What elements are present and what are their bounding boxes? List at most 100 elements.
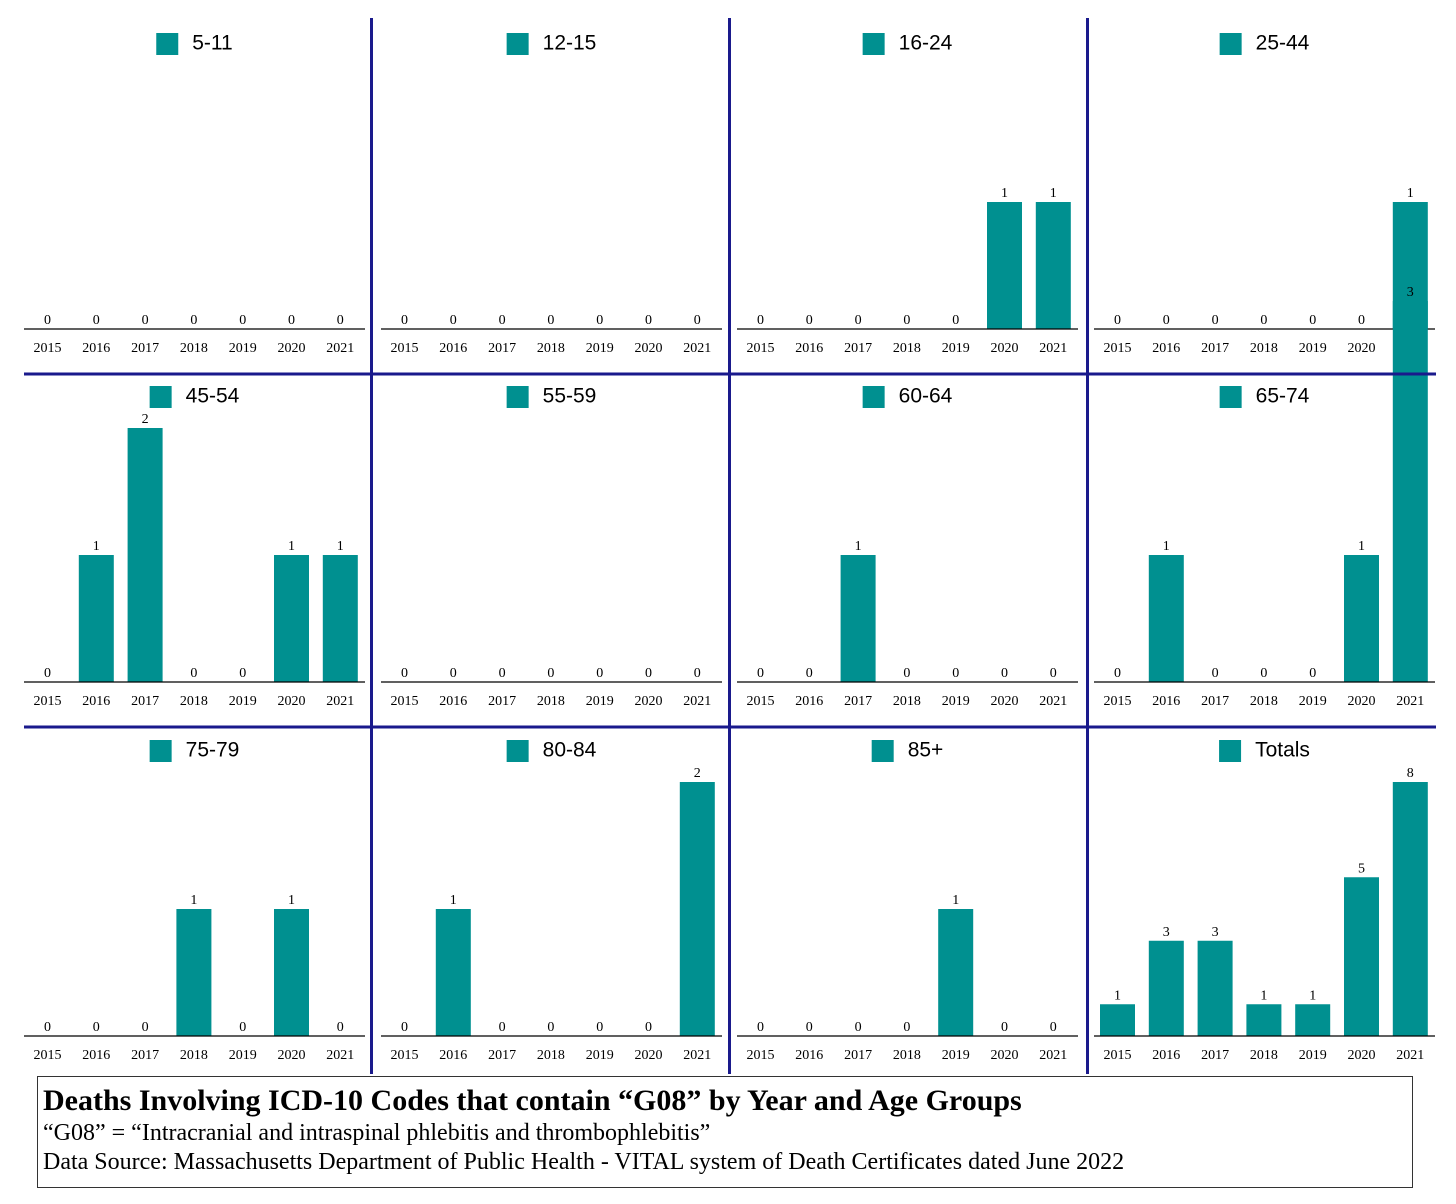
tick-label: 2016 [1152, 1048, 1180, 1063]
data-label: 2 [694, 766, 701, 781]
data-label: 0 [499, 666, 506, 681]
charts-svg: 5-11 0 2015 0 2016 0 2017 0 2018 0 2019 0 2020 0 2021 1… [24, 18, 1436, 1074]
chart-panel-80-84: 80-84 0 2015 1 2016 0 2017 0 2018 0 2019 0 2020 2 2021 [381, 739, 722, 1063]
chart-panel-5-11: 5-11 0 2015 0 2016 0 2017 0 2018 0 2019 0 2020 0 2021 [24, 32, 365, 356]
bar [1035, 202, 1071, 329]
tick-label: 2015 [34, 341, 62, 356]
tick-label: 2015 [1104, 1048, 1132, 1063]
tick-label: 2020 [991, 341, 1019, 356]
tick-label: 2017 [1201, 341, 1229, 356]
tick-label: 2017 [131, 694, 159, 709]
legend-label: 75-79 [186, 739, 240, 762]
tick-label: 2018 [537, 694, 565, 709]
data-label: 1 [855, 539, 862, 554]
data-label: 0 [1260, 313, 1267, 328]
data-label: 0 [1309, 313, 1316, 328]
tick-label: 2017 [488, 694, 516, 709]
tick-label: 2019 [586, 1048, 614, 1063]
tick-label: 2018 [180, 694, 208, 709]
data-label: 3 [1163, 925, 1170, 940]
tick-label: 2019 [1299, 341, 1327, 356]
data-label: 0 [757, 313, 764, 328]
tick-label: 2020 [278, 1048, 306, 1063]
data-label: 0 [1163, 313, 1170, 328]
legend-label: 16-24 [899, 32, 953, 55]
tick-label: 2019 [1299, 694, 1327, 709]
tick-label: 2019 [229, 341, 257, 356]
data-label: 0 [547, 666, 554, 681]
tick-label: 2016 [82, 694, 110, 709]
data-label: 0 [1358, 313, 1365, 328]
tick-label: 2019 [942, 1048, 970, 1063]
tick-label: 2017 [488, 341, 516, 356]
tick-label: 2015 [747, 1048, 775, 1063]
legend-swatch [862, 33, 885, 55]
data-label: 0 [44, 1020, 51, 1035]
tick-label: 2016 [439, 694, 467, 709]
bar [1100, 1004, 1135, 1036]
legend-label: 65-74 [1256, 385, 1310, 408]
data-label: 0 [401, 666, 408, 681]
tick-label: 2017 [131, 341, 159, 356]
legend-swatch [1219, 386, 1242, 408]
tick-label: 2016 [439, 1048, 467, 1063]
tick-label: 2019 [942, 694, 970, 709]
legend-swatch [506, 740, 529, 762]
data-label: 0 [694, 313, 701, 328]
tick-label: 2021 [683, 1048, 711, 1063]
data-label: 0 [450, 666, 457, 681]
legend-label: 5-11 [192, 32, 232, 55]
data-label: 0 [1260, 666, 1267, 681]
bar [274, 909, 309, 1036]
chart-panel-65-74: 65-74 0 2015 1 2016 0 2017 0 2018 0 2019 1 2020 3 2021 [1094, 285, 1435, 709]
legend-swatch [506, 386, 529, 408]
legend-label: 85+ [908, 739, 944, 762]
tick-label: 2016 [82, 1048, 110, 1063]
data-label: 0 [1212, 666, 1219, 681]
tick-label: 2015 [34, 694, 62, 709]
data-label: 3 [1407, 285, 1414, 300]
tick-label: 2017 [844, 694, 872, 709]
tick-label: 2015 [1104, 341, 1132, 356]
data-label: 1 [288, 893, 295, 908]
legend-label: 80-84 [543, 739, 597, 762]
tick-label: 2017 [844, 341, 872, 356]
data-label: 1 [337, 539, 344, 554]
tick-label: 2019 [942, 341, 970, 356]
legend-label: 12-15 [543, 32, 597, 55]
tick-label: 2016 [1152, 341, 1180, 356]
bar [435, 909, 471, 1036]
tick-label: 2018 [1250, 1048, 1278, 1063]
caption-box: Deaths Involving ICD-10 Codes that conta… [37, 1076, 1413, 1188]
tick-label: 2017 [1201, 694, 1229, 709]
tick-label: 2020 [1348, 694, 1376, 709]
data-label: 0 [239, 313, 246, 328]
data-label: 0 [239, 1020, 246, 1035]
tick-label: 2018 [893, 341, 921, 356]
data-label: 0 [806, 666, 813, 681]
data-label: 1 [1309, 988, 1316, 1003]
bar [1344, 877, 1379, 1036]
tick-label: 2015 [747, 341, 775, 356]
tick-label: 2021 [1396, 694, 1424, 709]
data-label: 1 [450, 893, 457, 908]
tick-label: 2018 [537, 341, 565, 356]
tick-label: 2017 [131, 1048, 159, 1063]
data-label: 1 [190, 893, 197, 908]
bar [840, 555, 876, 682]
tick-label: 2015 [747, 694, 775, 709]
bar [1392, 782, 1428, 1036]
data-label: 1 [288, 539, 295, 554]
bar [1148, 555, 1184, 682]
chart-panel-25-44: 25-4402015020160201702018020190202012021 [1094, 32, 1435, 356]
data-label: 0 [645, 666, 652, 681]
data-label: 0 [855, 313, 862, 328]
tick-label: 2018 [1250, 694, 1278, 709]
bar [1246, 1004, 1282, 1036]
legend-label: Totals [1255, 739, 1310, 762]
legend-label: 60-64 [899, 385, 953, 408]
data-label: 0 [1050, 666, 1057, 681]
bar [1295, 1004, 1331, 1036]
data-label: 0 [645, 313, 652, 328]
data-label: 0 [596, 313, 603, 328]
